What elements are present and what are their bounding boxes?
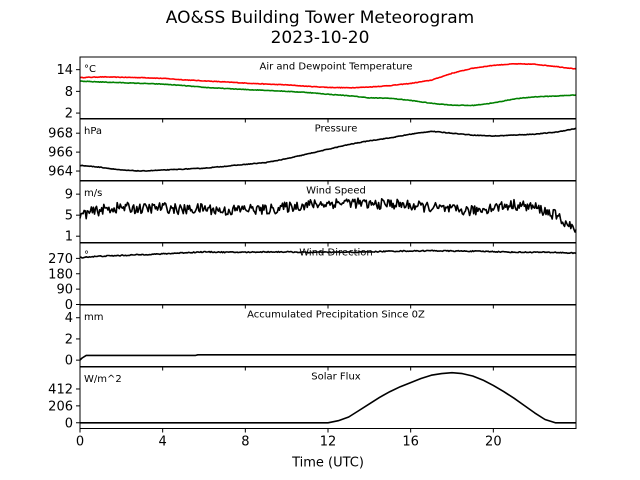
precipitation-panel-title: Accumulated Precipitation Since 0Z [247, 310, 425, 321]
x-axis-label: Time (UTC) [291, 456, 364, 471]
figure-subtitle: 2023-10-20 [270, 28, 370, 48]
panel-pressure: 964 966 968 hPa Pressure [48, 118, 577, 185]
wind-direction-ytick-label: 0 [65, 298, 73, 313]
wind-speed-panel-title: Wind Speed [306, 186, 366, 197]
panel-precipitation: 0 2 4 mm Accumulated Precipitation Since 0Z [65, 304, 577, 371]
wind-speed-unit-label: m/s [84, 188, 102, 199]
temperature-series-0 [79, 62, 577, 89]
precipitation-ytick-label: 4 [65, 311, 73, 326]
pressure-ytick-label: 964 [48, 165, 73, 180]
panel-wind-speed: 1 5 9 m/s Wind Speed [65, 180, 577, 247]
xtick-label: 16 [402, 435, 419, 450]
pressure-panel-title: Pressure [315, 124, 358, 135]
xtick-label: 0 [76, 435, 84, 450]
solar-flux-series-0 [80, 371, 576, 424]
panel-temperature: 2 8 14 °C Air and Dewpoint Temperature [56, 56, 577, 123]
wind-speed-ytick-label: 1 [65, 230, 73, 245]
wind-direction-unit-label: ° [84, 250, 89, 261]
wind-direction-ytick-label: 180 [48, 267, 73, 282]
temperature-ytick-label: 2 [65, 107, 73, 122]
temperature-panel-title: Air and Dewpoint Temperature [260, 62, 413, 73]
precipitation-series-0 [79, 354, 576, 361]
pressure-series-0 [79, 127, 577, 172]
wind-direction-panel-title: Wind Direction [299, 248, 373, 259]
panel-solar-flux: 0 206 412 W/m^2 Solar Flux [48, 366, 577, 433]
wind-direction-series-0 [79, 249, 577, 259]
wind-direction-ytick-label: 90 [56, 283, 73, 298]
solar-flux-ytick-label: 0 [65, 416, 73, 431]
wind-speed-series-0 [79, 197, 577, 233]
wind-speed-ytick-label: 9 [65, 188, 73, 203]
pressure-ytick-label: 966 [48, 146, 73, 161]
solar-flux-ytick-label: 206 [48, 399, 73, 414]
solar-flux-panel-title: Solar Flux [311, 372, 361, 383]
wind-direction-ytick-label: 270 [48, 252, 73, 267]
precipitation-ytick-label: 0 [65, 354, 73, 369]
xtick-label: 8 [241, 435, 249, 450]
xtick-label: 4 [159, 435, 167, 450]
pressure-ytick-label: 968 [48, 127, 73, 142]
temperature-ytick-label: 14 [56, 63, 73, 78]
xtick-label: 12 [320, 435, 337, 450]
temperature-unit-label: °C [84, 64, 96, 75]
figure-title: AO&SS Building Tower Meteorogram [165, 8, 475, 28]
solar-flux-ytick-label: 412 [48, 382, 73, 397]
temperature-series-1 [79, 80, 577, 107]
precipitation-unit-label: mm [84, 312, 103, 323]
pressure-unit-label: hPa [84, 126, 102, 137]
xtick-label: 20 [485, 435, 502, 450]
wind-speed-ytick-label: 5 [65, 209, 73, 224]
temperature-ytick-label: 8 [65, 85, 73, 100]
precipitation-ytick-label: 2 [65, 332, 73, 347]
solar-flux-unit-label: W/m^2 [84, 374, 122, 385]
